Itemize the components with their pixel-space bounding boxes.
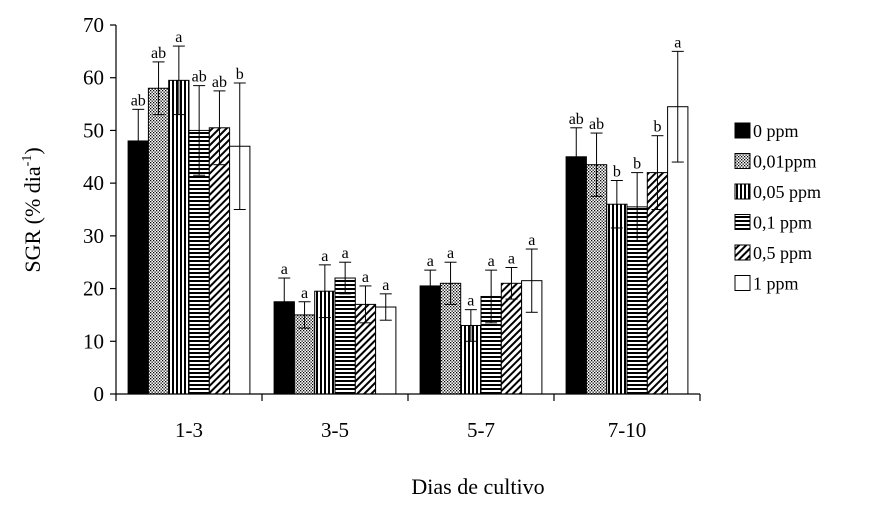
bar [147,87,170,395]
significance-label: b [653,119,661,136]
legend-label: 0,1 ppm [753,213,812,233]
x-tick-label: 1-3 [175,418,203,442]
significance-label: a [175,29,182,46]
y-axis-ticks: 0 10 20 30 40 50 60 70 [83,13,116,406]
legend-swatch [734,153,751,169]
significance-label: b [613,164,621,181]
x-tick-label: 7-10 [608,418,647,442]
significance-label: a [362,269,369,286]
significance-label: ab [569,111,584,128]
y-tick-label: 20 [83,277,104,301]
significance-label: a [447,245,454,262]
significance-label: a [281,261,288,278]
legend-swatch [734,275,751,291]
significance-label: a [508,250,515,267]
significance-label: ab [212,74,227,91]
legend-label: 0,01ppm [753,152,817,172]
bar [565,156,587,395]
legend-label: 0 ppm [753,121,799,141]
bar [208,127,231,395]
significance-label: ab [192,69,207,86]
bar [585,164,608,395]
significance-label: a [382,277,389,294]
y-tick-label: 30 [83,224,104,248]
significance-label: a [301,285,308,302]
y-tick-label: 50 [83,118,104,142]
significance-label: ab [589,116,604,133]
significance-label: b [236,66,244,83]
y-tick-label: 60 [83,66,104,90]
bar [168,79,190,395]
significance-label: ab [151,45,166,62]
legend-swatch [734,214,751,230]
legend-label: 0,05 ppm [753,182,821,202]
significance-label: a [321,248,328,265]
legend-swatch [734,244,751,261]
x-tick-label: 3-5 [321,418,349,442]
y-tick-label: 70 [83,13,104,37]
legend-swatch [734,122,751,139]
y-axis-title: SGR (% dia-1) [20,147,45,272]
significance-label: a [342,245,349,262]
legend-label: 1 ppm [753,274,799,294]
bar [334,277,356,395]
legend-label: 0,5 ppm [753,243,812,263]
significance-label: a [427,253,434,270]
significance-label: b [633,156,641,173]
x-tick-label: 5-7 [467,418,495,442]
y-axis-title-superscript: -1 [20,155,35,167]
significance-label: a [467,293,474,310]
y-tick-label: 10 [83,329,104,353]
bar [500,282,523,395]
significance-label: a [674,34,681,51]
x-axis-title: Dias de cultivo [411,474,544,499]
legend-swatch [734,183,751,200]
x-axis-ticks: 1-3 3-5 5-7 7-10 [115,394,701,442]
bar [606,203,628,395]
significance-label: ab [131,92,146,109]
legend: 0 ppm 0,01ppm 0,05 ppm 0,1 ppm 0,5 ppm 1 ppm [734,121,821,294]
y-tick-label: 40 [83,171,104,195]
y-axis-title-close: ) [20,147,45,154]
significance-label: a [488,253,495,270]
significance-label: a [528,232,535,249]
bar [127,140,149,395]
y-tick-label: 0 [94,382,105,406]
